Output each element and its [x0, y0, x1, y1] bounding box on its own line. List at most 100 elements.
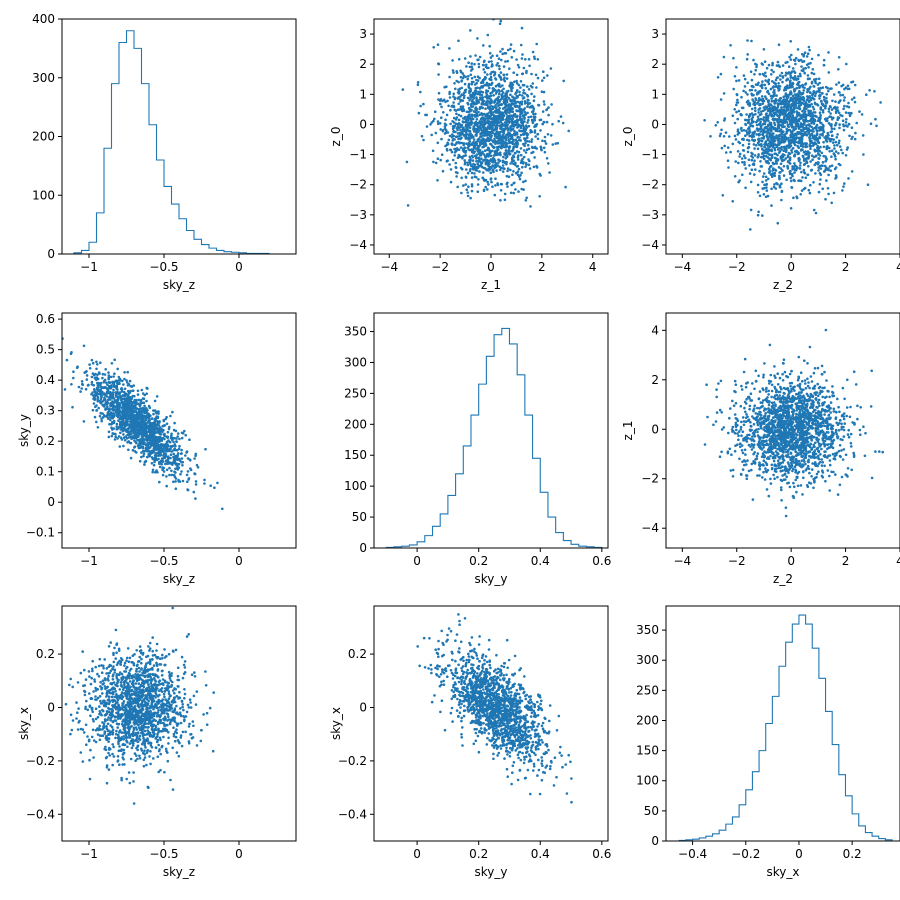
- scatter-point: [528, 167, 532, 170]
- scatter-point: [147, 404, 151, 408]
- scatter-point: [524, 131, 527, 135]
- y-tick-label: 300: [32, 71, 55, 85]
- scatter-point: [113, 399, 117, 403]
- scatter-point: [739, 113, 743, 117]
- scatter-point: [820, 91, 824, 95]
- scatter-point: [809, 183, 812, 187]
- scatter-point: [168, 466, 171, 470]
- scatter-point: [480, 116, 484, 120]
- scatter-point: [485, 89, 489, 93]
- scatter-point: [469, 55, 472, 58]
- scatter-point: [819, 113, 822, 117]
- scatter-point: [107, 430, 111, 434]
- scatter-point: [800, 189, 804, 192]
- scatter-point: [782, 105, 786, 109]
- scatter-point: [469, 196, 472, 200]
- scatter-point: [804, 133, 808, 136]
- scatter-point: [519, 80, 523, 83]
- scatter-point: [470, 189, 474, 193]
- scatter-point: [771, 63, 774, 67]
- scatter-point: [518, 107, 522, 110]
- scatter-point: [469, 136, 473, 139]
- scatter-point: [803, 51, 807, 54]
- scatter-point: [466, 77, 470, 81]
- scatter-point: [466, 117, 469, 120]
- scatter-point: [467, 122, 471, 126]
- scatter-point: [495, 152, 499, 156]
- scatter-point: [213, 486, 216, 490]
- scatter-point: [814, 92, 817, 95]
- scatter-point: [763, 157, 766, 161]
- scatter-point: [101, 376, 104, 380]
- scatter-point: [471, 159, 475, 162]
- scatter-point: [722, 92, 726, 95]
- scatter-point: [468, 155, 472, 159]
- scatter-point: [468, 99, 471, 102]
- scatter-point: [805, 124, 808, 127]
- scatter-point: [533, 131, 537, 134]
- scatter-point: [827, 71, 831, 74]
- scatter-point: [532, 112, 535, 116]
- scatter-point: [809, 147, 812, 150]
- scatter-point: [808, 110, 812, 114]
- scatter-point: [799, 131, 802, 135]
- scatter-point: [110, 392, 114, 396]
- scatter-point: [827, 192, 830, 196]
- scatter-point: [437, 73, 440, 76]
- scatter-point: [436, 179, 439, 182]
- scatter-point: [844, 111, 848, 114]
- scatter-point: [517, 105, 520, 109]
- scatter-point: [511, 127, 515, 131]
- scatter-point: [507, 139, 511, 142]
- scatter-point: [184, 454, 187, 457]
- scatter-point: [499, 71, 503, 74]
- scatter-point: [822, 140, 825, 144]
- scatter-point: [764, 71, 767, 75]
- scatter-point: [478, 148, 482, 152]
- scatter-point: [782, 95, 785, 99]
- scatter-point: [517, 66, 521, 69]
- scatter-point: [754, 83, 758, 86]
- scatter-point: [837, 152, 840, 155]
- scatter-point: [448, 47, 451, 50]
- scatter-point: [107, 374, 111, 377]
- scatter-point: [486, 112, 489, 116]
- scatter-point: [789, 58, 793, 61]
- scatter-point: [128, 379, 132, 383]
- scatter-point: [481, 63, 485, 67]
- scatter-point: [818, 89, 821, 92]
- scatter-point: [492, 94, 496, 97]
- scatter-point: [535, 42, 538, 46]
- scatter-point: [140, 455, 143, 459]
- scatter-point: [481, 106, 485, 110]
- scatter-point: [768, 110, 772, 113]
- scatter-point: [107, 380, 111, 384]
- scatter-point: [760, 137, 763, 140]
- scatter-point: [522, 149, 526, 152]
- scatter-point: [755, 128, 759, 131]
- scatter-point: [475, 169, 479, 172]
- scatter-point: [806, 152, 809, 155]
- scatter-point: [756, 147, 760, 151]
- scatter-point: [181, 479, 185, 483]
- scatter-point: [778, 111, 782, 115]
- scatter-point: [456, 108, 460, 111]
- scatter-point: [774, 98, 778, 101]
- scatter-point: [95, 367, 98, 371]
- scatter-point: [472, 125, 476, 128]
- scatter-point: [836, 118, 839, 121]
- scatter-point: [490, 60, 493, 63]
- scatter-point: [749, 228, 752, 231]
- scatter-point: [806, 173, 809, 177]
- scatter-point: [749, 122, 752, 126]
- scatter-point: [767, 148, 770, 152]
- scatter-point: [543, 135, 547, 139]
- scatter-point: [709, 135, 712, 138]
- scatter-point: [478, 55, 482, 59]
- y-tick-label: 2: [651, 57, 659, 71]
- scatter-point: [193, 457, 196, 460]
- scatter-point: [503, 198, 507, 202]
- scatter-point: [476, 92, 480, 96]
- scatter-point: [789, 176, 792, 180]
- scatter-point: [482, 139, 486, 143]
